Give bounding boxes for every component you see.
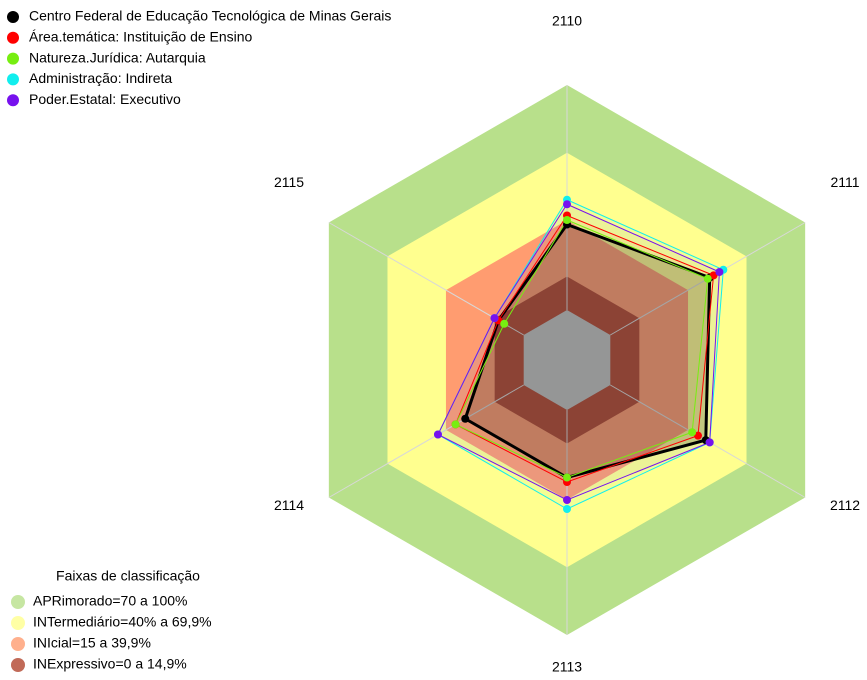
series-point (705, 438, 714, 447)
series-area (437, 204, 720, 500)
axis-label: 2115 (274, 174, 304, 190)
series-point (688, 428, 697, 437)
legend-label: Área.temática: Instituição de Ensino (29, 29, 253, 45)
band-legend-title: Faixas de classificação (56, 568, 200, 584)
band-legend-label: INExpressivo=0 a 14,9% (33, 656, 187, 672)
legend-label: Centro Federal de Educação Tecnológica d… (29, 8, 391, 24)
legend-marker (7, 94, 19, 107)
legend-label: Administração: Indireta (29, 70, 172, 86)
series-point (433, 430, 442, 439)
series-area (455, 215, 714, 482)
series-area (437, 199, 724, 509)
series-point (451, 420, 460, 429)
axis-label: 2114 (274, 497, 304, 513)
band-legend-label: INIcial=15 a 39,9% (33, 635, 151, 651)
series-point (563, 505, 571, 513)
legend-marker (7, 73, 19, 86)
band-legend-marker (11, 595, 25, 609)
band-legend-marker (11, 616, 25, 630)
series-point (461, 414, 470, 423)
series-point (563, 216, 571, 224)
axis-label: 2110 (552, 13, 582, 29)
series-point (490, 314, 499, 323)
band-legend-label: INTermediário=40% a 69,9% (33, 614, 212, 630)
series-point (563, 200, 571, 209)
center-hole (523, 310, 611, 410)
legend-label: Natureza.Jurídica: Autarquia (29, 49, 206, 65)
axis-label: 2111 (830, 174, 859, 190)
series-point (563, 473, 571, 482)
legend-marker (7, 52, 19, 65)
legend-marker (7, 31, 19, 44)
band-legend-marker (11, 637, 25, 651)
series-point (563, 496, 571, 504)
axis-label: 2112 (830, 497, 860, 513)
band-legend-label: APRimorado=70 a 100% (33, 593, 188, 609)
band-legend-marker (11, 658, 25, 672)
series-point (693, 431, 702, 440)
series-point (703, 274, 712, 283)
axis-label: 2113 (552, 659, 582, 675)
series-point (709, 271, 718, 280)
series-point (715, 268, 724, 276)
legend-marker (7, 11, 19, 23)
series-point (500, 319, 509, 328)
legend-label: Poder.Estatal: Executivo (29, 91, 181, 107)
spoke (328, 384, 524, 498)
series-area (455, 220, 708, 478)
